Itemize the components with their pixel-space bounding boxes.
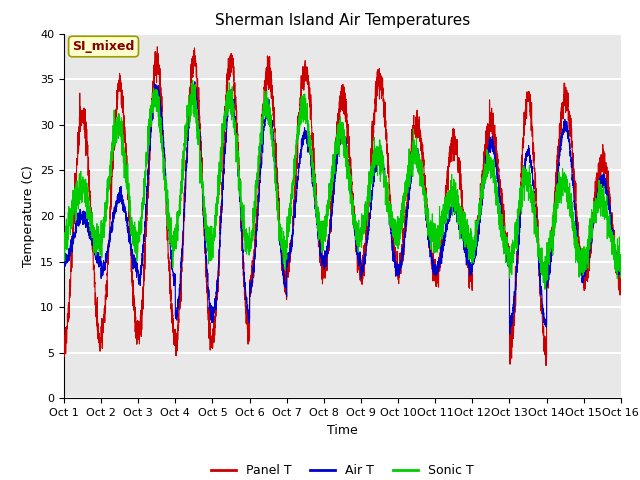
Legend: Panel T, Air T, Sonic T: Panel T, Air T, Sonic T [206, 459, 479, 480]
Title: Sherman Island Air Temperatures: Sherman Island Air Temperatures [215, 13, 470, 28]
Y-axis label: Temperature (C): Temperature (C) [22, 165, 35, 267]
X-axis label: Time: Time [327, 424, 358, 437]
Text: SI_mixed: SI_mixed [72, 40, 135, 53]
